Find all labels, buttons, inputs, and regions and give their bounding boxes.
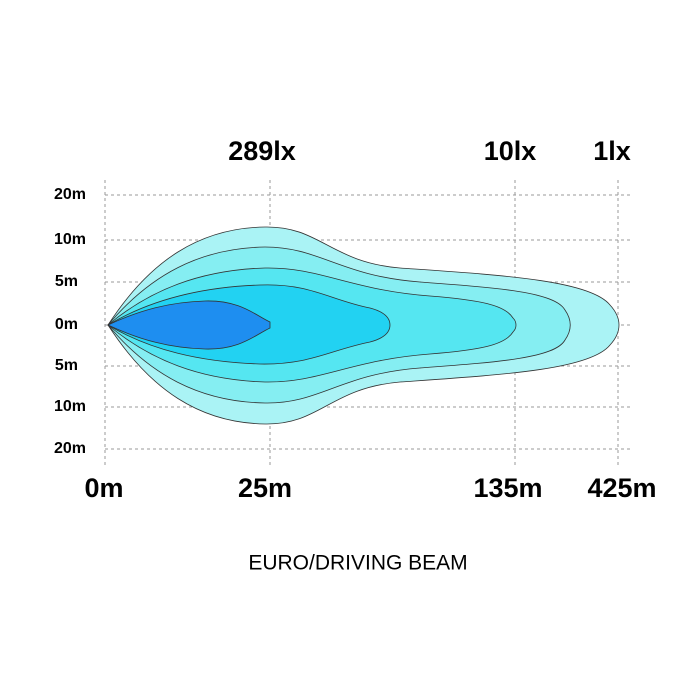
y-label: 0m [55, 316, 78, 333]
beam-pattern [107, 226, 620, 425]
x-label: 425m [587, 473, 656, 503]
y-label: 20m [54, 186, 86, 203]
x-label: 25m [238, 473, 292, 503]
lux-label: 289lx [228, 136, 296, 166]
y-label: 5m [55, 357, 78, 374]
lux-label: 10lx [484, 136, 537, 166]
beam-zone [107, 300, 271, 350]
y-label: 10m [54, 398, 86, 415]
y-label: 20m [54, 440, 86, 457]
y-label: 5m [55, 273, 78, 290]
y-label: 10m [54, 231, 86, 248]
caption: EURO/DRIVING BEAM [248, 552, 467, 575]
x-label: 0m [84, 473, 123, 503]
x-label: 135m [473, 473, 542, 503]
lux-label: 1lx [593, 136, 631, 166]
